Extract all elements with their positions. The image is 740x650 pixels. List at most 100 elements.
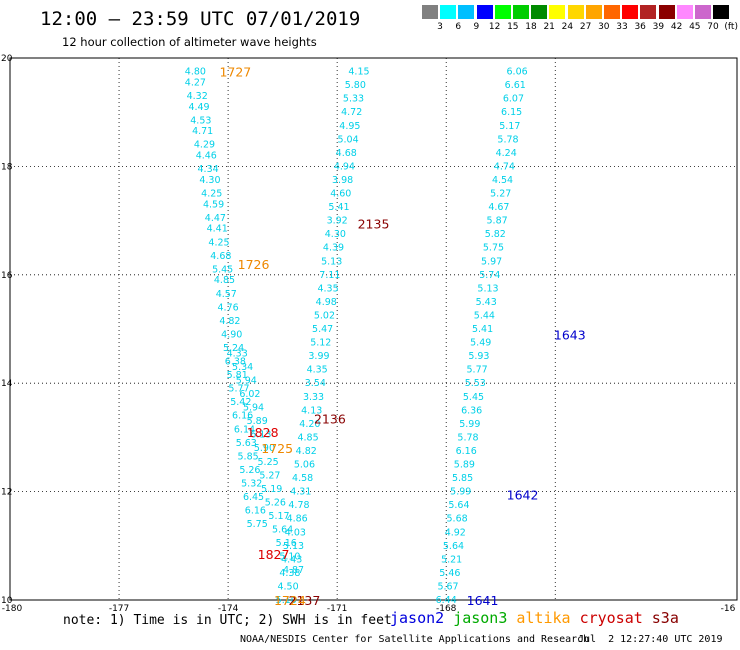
wave-height-point: 4.38 bbox=[279, 568, 300, 579]
wave-height-point: 5.77 bbox=[467, 365, 488, 376]
scale-swatch bbox=[494, 5, 511, 19]
wave-height-point: 5.85 bbox=[238, 451, 259, 462]
wave-height-point: 6.16 bbox=[232, 411, 253, 422]
wave-height-point: 4.24 bbox=[496, 148, 517, 159]
scale-label: 9 bbox=[473, 22, 480, 32]
pass-time-label: 2136 bbox=[314, 411, 346, 426]
wave-height-point: 4.67 bbox=[488, 202, 509, 213]
wave-height-point: 6.16 bbox=[456, 446, 477, 457]
scale-swatch bbox=[604, 5, 620, 19]
scale-label: 42 bbox=[670, 22, 683, 32]
scale-swatch bbox=[422, 5, 438, 19]
scale-label: 45 bbox=[689, 22, 701, 32]
scale-label: 15 bbox=[507, 22, 519, 32]
wave-height-point: 4.15 bbox=[348, 67, 369, 78]
wave-height-point: 6.07 bbox=[503, 94, 524, 105]
wave-height-point: 5.77 bbox=[228, 384, 249, 395]
scale-label: 33 bbox=[616, 22, 628, 32]
wave-height-point: 5.04 bbox=[337, 134, 358, 145]
wave-height-point: 4.47 bbox=[205, 213, 226, 224]
wave-height-point: 4.95 bbox=[339, 121, 360, 132]
wave-height-point: 5.26 bbox=[265, 497, 286, 508]
wave-height-point: 5.78 bbox=[497, 134, 518, 145]
wave-height-point: 5.06 bbox=[294, 460, 315, 471]
wave-height-point: 5.46 bbox=[439, 568, 460, 579]
wave-height-point: 5.13 bbox=[321, 256, 342, 267]
wave-height-point: 5.43 bbox=[476, 297, 497, 308]
scale-label: 30 bbox=[598, 22, 610, 32]
scale-swatch bbox=[476, 5, 493, 19]
wave-height-point: 4.39 bbox=[323, 243, 344, 254]
wave-height-point: 3.98 bbox=[332, 175, 353, 186]
wave-height-point: 3.99 bbox=[308, 351, 329, 362]
scale-swatch bbox=[658, 5, 675, 19]
wave-height-point: 6.06 bbox=[507, 67, 528, 78]
wave-height-point: 5.87 bbox=[487, 216, 508, 227]
wave-height-point: 4.87 bbox=[283, 565, 304, 576]
wave-height-point: 5.94 bbox=[243, 403, 264, 414]
wave-height-point: 4.80 bbox=[185, 67, 206, 78]
wave-height-point: 5.42 bbox=[230, 397, 251, 408]
wave-height-point: 5.67 bbox=[437, 581, 458, 592]
scale-label: 18 bbox=[525, 22, 537, 32]
wave-height-point: 5.21 bbox=[441, 554, 462, 565]
wave-height-point: 5.10 bbox=[276, 595, 297, 606]
scale-swatch bbox=[567, 5, 584, 19]
pass-time-label: 1827 bbox=[258, 547, 290, 562]
scale-swatch bbox=[513, 5, 529, 19]
wave-height-point: 4.59 bbox=[203, 199, 224, 210]
scale-label: (ft) bbox=[724, 22, 738, 32]
wave-height-point: 4.30 bbox=[199, 175, 220, 186]
wave-height-point: 4.74 bbox=[494, 161, 515, 172]
scale-swatch bbox=[695, 5, 711, 19]
wave-height-point: 6.14 bbox=[234, 424, 255, 435]
wave-height-point: 4.43 bbox=[281, 554, 302, 565]
scale-label: 12 bbox=[488, 22, 501, 32]
wave-height-point: 6.44 bbox=[436, 595, 457, 606]
x-tick-label: -180 bbox=[2, 604, 23, 614]
pass-time-label: 1727 bbox=[219, 65, 251, 80]
wave-height-point: 4.49 bbox=[188, 102, 209, 113]
wave-height-point: 4.34 bbox=[198, 164, 219, 175]
plot-frame bbox=[9, 57, 738, 601]
y-tick-label: 16 bbox=[1, 271, 13, 281]
wave-height-point: 5.27 bbox=[259, 470, 280, 481]
x-tick-label: -171 bbox=[327, 604, 347, 614]
wave-height-point: 5.99 bbox=[450, 487, 471, 498]
wave-height-point: 4.35 bbox=[317, 283, 338, 294]
scale-swatch bbox=[640, 5, 657, 19]
wave-height-point: 5.90 bbox=[254, 443, 275, 454]
wave-height-point: 5.45 bbox=[212, 264, 233, 275]
wave-height-point: 4.50 bbox=[277, 581, 298, 592]
wave-height-point: 4.03 bbox=[285, 527, 306, 538]
wave-height-point: 4.85 bbox=[297, 432, 318, 443]
wave-height-point: 4.71 bbox=[192, 126, 213, 137]
wave-height-point: 4.82 bbox=[219, 316, 240, 327]
scale-label: 6 bbox=[455, 22, 462, 32]
wave-height-point: 4.68 bbox=[336, 148, 357, 159]
wave-height-point: 4.58 bbox=[292, 473, 313, 484]
legend-entry: cryosat bbox=[579, 609, 643, 627]
wave-height-point: 4.13 bbox=[301, 405, 322, 416]
page-subtitle: 12 hour collection of altimeter wave hei… bbox=[62, 35, 317, 49]
wave-height-point: 5.13 bbox=[283, 541, 304, 552]
wave-height-point: 5.99 bbox=[459, 419, 480, 430]
wave-height-point: 5.45 bbox=[463, 392, 484, 403]
wave-height-point: 5.64 bbox=[272, 525, 293, 536]
wave-height-point: 5.17 bbox=[499, 121, 520, 132]
wave-height-point: 5.47 bbox=[312, 324, 333, 335]
wave-height-point: 5.33 bbox=[343, 94, 364, 105]
wave-height-point: 4.35 bbox=[307, 365, 328, 376]
wave-height-point: 5.85 bbox=[452, 473, 473, 484]
wave-height-point: 5.78 bbox=[457, 432, 478, 443]
wave-height-point: 4.53 bbox=[190, 115, 211, 126]
scale-label: 70 bbox=[707, 22, 719, 32]
pass-time-label: 2137 bbox=[289, 593, 321, 608]
pass-time-label: 1641 bbox=[467, 593, 499, 608]
wave-height-point: 5.44 bbox=[474, 310, 495, 321]
wave-height-point: 6.13 bbox=[250, 430, 271, 441]
x-tick-label: -16 bbox=[721, 604, 736, 614]
scale-label: 27 bbox=[579, 22, 592, 32]
wave-height-point: 5.64 bbox=[448, 500, 469, 511]
wave-height-point: 4.31 bbox=[290, 487, 311, 498]
